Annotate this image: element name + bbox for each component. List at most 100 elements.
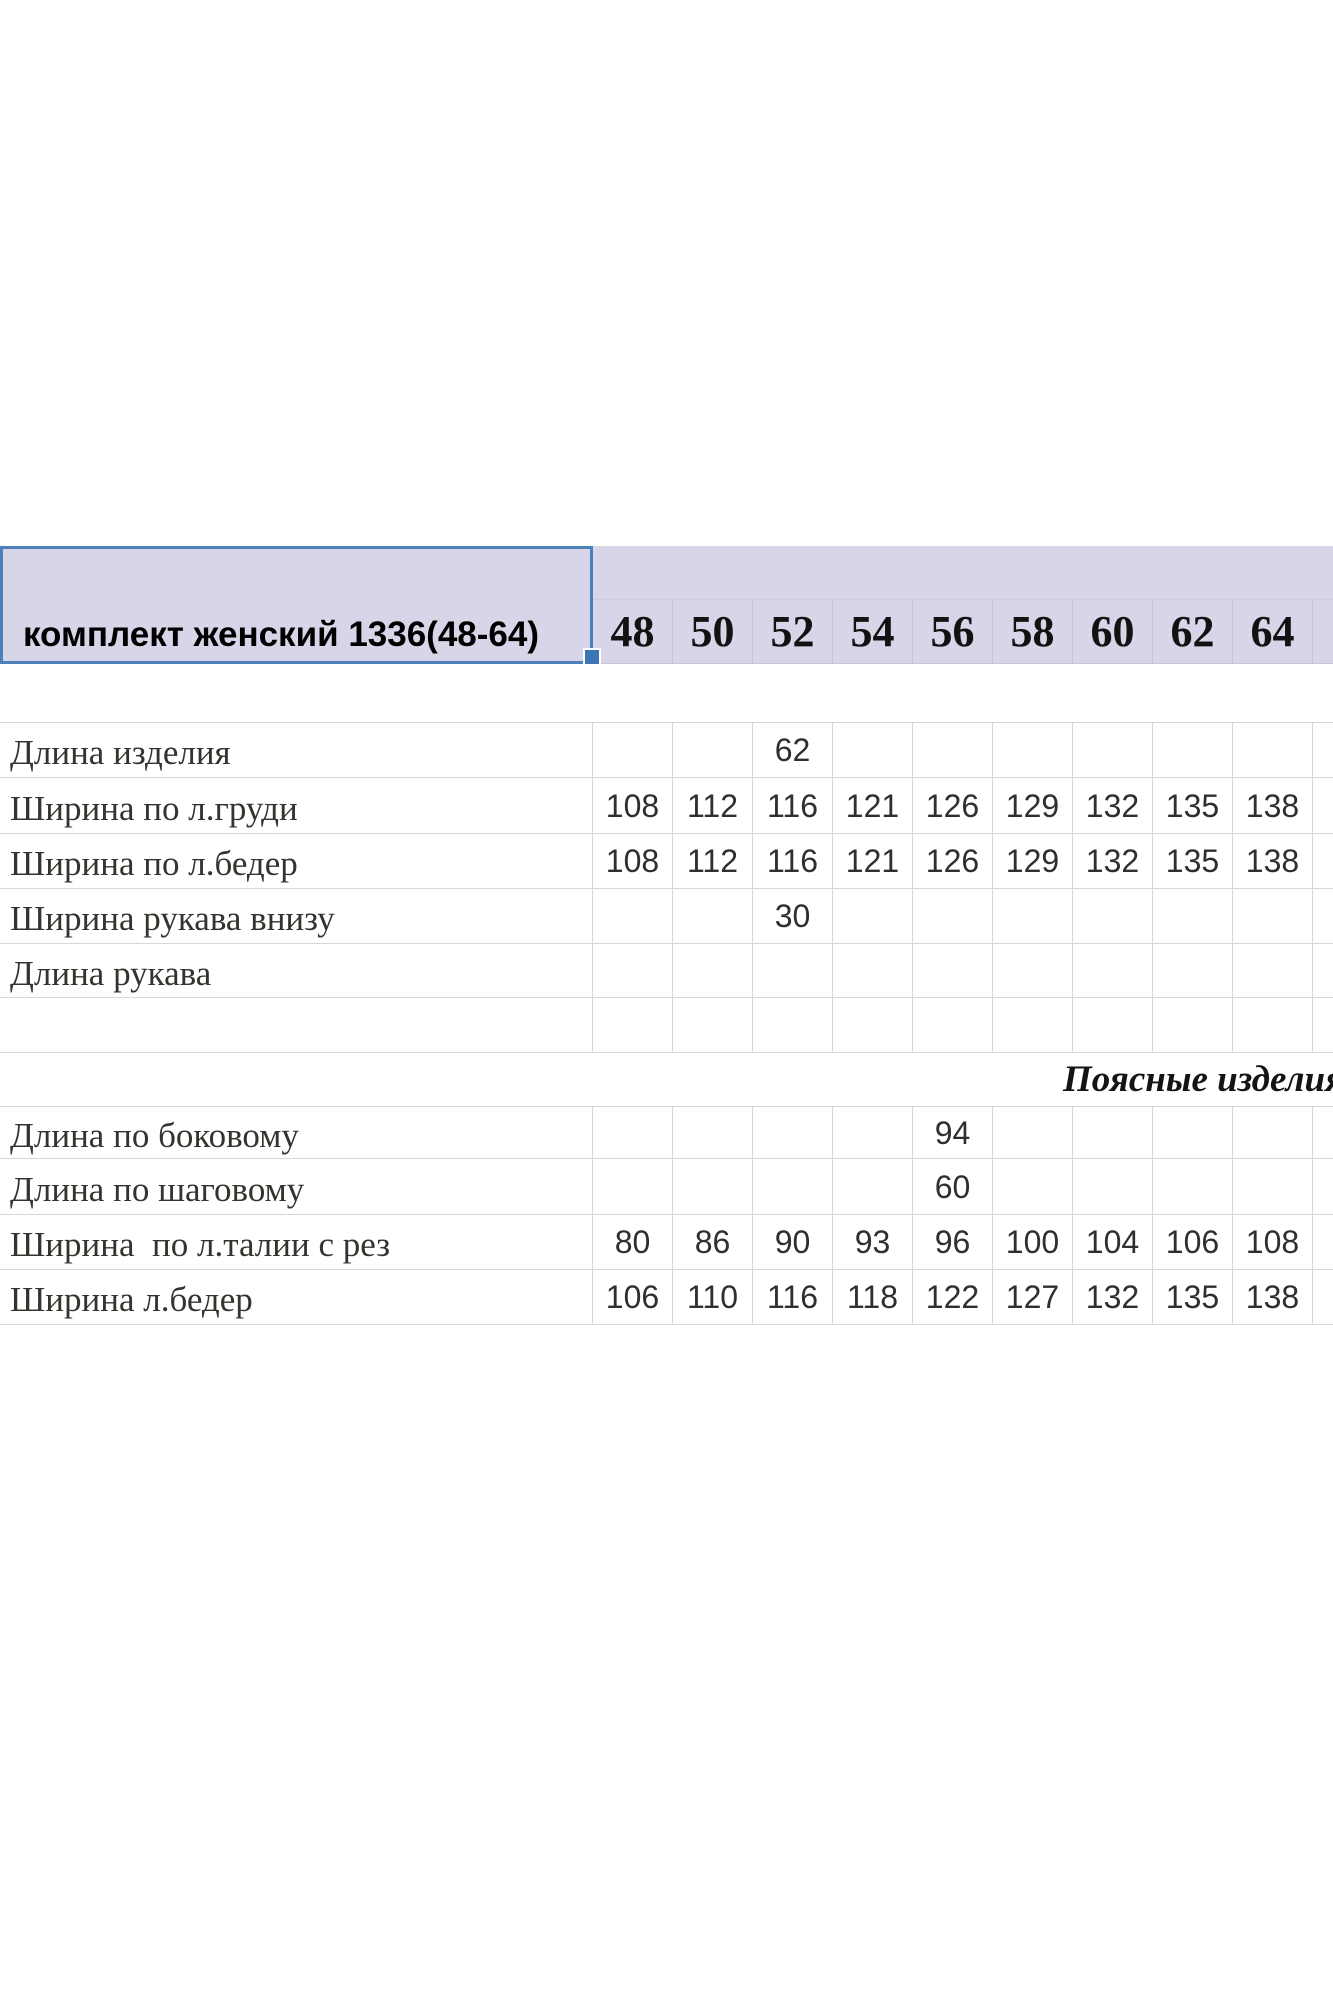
value-cell[interactable] — [593, 1159, 673, 1214]
row-label-cell[interactable]: Длина по шаговому — [0, 1159, 593, 1214]
value-cell[interactable] — [1153, 1159, 1233, 1214]
value-cell[interactable] — [993, 1159, 1073, 1214]
value-cell[interactable] — [593, 998, 673, 1052]
value-cell[interactable]: 129 — [993, 834, 1073, 888]
value-cell[interactable]: 116 — [753, 834, 833, 888]
size-column-header[interactable]: 54 — [833, 600, 913, 663]
sliver-cell[interactable] — [1313, 1107, 1333, 1158]
value-cell[interactable] — [593, 889, 673, 943]
value-cell[interactable] — [593, 723, 673, 777]
value-cell[interactable]: 90 — [753, 1215, 833, 1269]
value-cell[interactable]: 135 — [1153, 1270, 1233, 1324]
value-cell[interactable] — [673, 889, 753, 943]
value-cell[interactable] — [993, 1107, 1073, 1158]
value-cell[interactable]: 93 — [833, 1215, 913, 1269]
blank-row[interactable] — [0, 664, 1333, 723]
value-cell[interactable] — [1073, 723, 1153, 777]
value-cell[interactable]: 108 — [1233, 1215, 1313, 1269]
value-cell[interactable]: 127 — [993, 1270, 1073, 1324]
value-cell[interactable]: 118 — [833, 1270, 913, 1324]
value-cell[interactable] — [673, 1107, 753, 1158]
value-cell[interactable] — [833, 998, 913, 1052]
value-cell[interactable] — [833, 889, 913, 943]
value-cell[interactable] — [1073, 889, 1153, 943]
value-cell[interactable] — [833, 1159, 913, 1214]
size-column-header[interactable]: 58 — [993, 600, 1073, 663]
selected-cell[interactable]: комплект женский 1336(48-64) — [0, 546, 593, 664]
value-cell[interactable]: 126 — [913, 834, 993, 888]
value-cell[interactable] — [1233, 998, 1313, 1052]
value-cell[interactable] — [753, 1159, 833, 1214]
value-cell[interactable] — [1073, 998, 1153, 1052]
value-cell[interactable] — [993, 889, 1073, 943]
value-cell[interactable]: 94 — [913, 1107, 993, 1158]
value-cell[interactable]: 129 — [993, 778, 1073, 833]
size-header-sliver[interactable] — [1313, 600, 1333, 663]
value-cell[interactable]: 135 — [1153, 778, 1233, 833]
value-cell[interactable]: 86 — [673, 1215, 753, 1269]
value-cell[interactable] — [1073, 1107, 1153, 1158]
value-cell[interactable] — [753, 998, 833, 1052]
value-cell[interactable]: 108 — [593, 778, 673, 833]
value-cell[interactable]: 100 — [993, 1215, 1073, 1269]
value-cell[interactable] — [673, 1159, 753, 1214]
fill-handle[interactable] — [583, 648, 601, 666]
sliver-cell[interactable] — [1313, 778, 1333, 833]
value-cell[interactable]: 110 — [673, 1270, 753, 1324]
value-cell[interactable]: 126 — [913, 778, 993, 833]
sliver-cell[interactable] — [1313, 944, 1333, 997]
value-cell[interactable] — [1073, 1159, 1153, 1214]
size-column-header[interactable]: 64 — [1233, 600, 1313, 663]
value-cell[interactable] — [673, 944, 753, 997]
row-label-cell[interactable]: Длина рукава — [0, 944, 593, 997]
value-cell[interactable]: 106 — [593, 1270, 673, 1324]
value-cell[interactable] — [913, 723, 993, 777]
sliver-cell[interactable] — [1313, 889, 1333, 943]
row-label-cell[interactable]: Длина по боковому — [0, 1107, 593, 1158]
value-cell[interactable]: 80 — [593, 1215, 673, 1269]
value-cell[interactable]: 121 — [833, 834, 913, 888]
value-cell[interactable] — [1073, 944, 1153, 997]
value-cell[interactable]: 121 — [833, 778, 913, 833]
value-cell[interactable]: 104 — [1073, 1215, 1153, 1269]
value-cell[interactable] — [833, 723, 913, 777]
row-label-cell[interactable]: Ширина по л.талии с рез — [0, 1215, 593, 1269]
value-cell[interactable] — [753, 1107, 833, 1158]
value-cell[interactable] — [993, 723, 1073, 777]
sliver-cell[interactable] — [1313, 998, 1333, 1052]
value-cell[interactable] — [833, 944, 913, 997]
section-heading-row[interactable]: Поясные изделия — [0, 1053, 1333, 1107]
value-cell[interactable] — [913, 998, 993, 1052]
value-cell[interactable] — [673, 998, 753, 1052]
value-cell[interactable] — [1153, 723, 1233, 777]
value-cell[interactable] — [593, 944, 673, 997]
value-cell[interactable] — [993, 998, 1073, 1052]
row-label-cell[interactable]: Ширина рукава внизу — [0, 889, 593, 943]
value-cell[interactable] — [1233, 889, 1313, 943]
value-cell[interactable]: 60 — [913, 1159, 993, 1214]
value-cell[interactable]: 96 — [913, 1215, 993, 1269]
value-cell[interactable]: 132 — [1073, 1270, 1153, 1324]
size-column-header[interactable]: 52 — [753, 600, 833, 663]
value-cell[interactable]: 138 — [1233, 834, 1313, 888]
size-column-header[interactable]: 62 — [1153, 600, 1233, 663]
value-cell[interactable] — [913, 944, 993, 997]
value-cell[interactable]: 132 — [1073, 834, 1153, 888]
value-cell[interactable] — [1153, 944, 1233, 997]
value-cell[interactable]: 116 — [753, 778, 833, 833]
sliver-cell[interactable] — [1313, 1159, 1333, 1214]
sliver-cell[interactable] — [1313, 723, 1333, 777]
value-cell[interactable]: 135 — [1153, 834, 1233, 888]
row-label-cell[interactable] — [0, 998, 593, 1052]
value-cell[interactable]: 138 — [1233, 1270, 1313, 1324]
value-cell[interactable]: 112 — [673, 834, 753, 888]
value-cell[interactable]: 106 — [1153, 1215, 1233, 1269]
row-label-cell[interactable]: Ширина по л.бедер — [0, 834, 593, 888]
value-cell[interactable]: 138 — [1233, 778, 1313, 833]
size-column-header[interactable]: 56 — [913, 600, 993, 663]
value-cell[interactable]: 122 — [913, 1270, 993, 1324]
value-cell[interactable] — [753, 944, 833, 997]
value-cell[interactable] — [913, 889, 993, 943]
value-cell[interactable] — [593, 1107, 673, 1158]
value-cell[interactable]: 108 — [593, 834, 673, 888]
